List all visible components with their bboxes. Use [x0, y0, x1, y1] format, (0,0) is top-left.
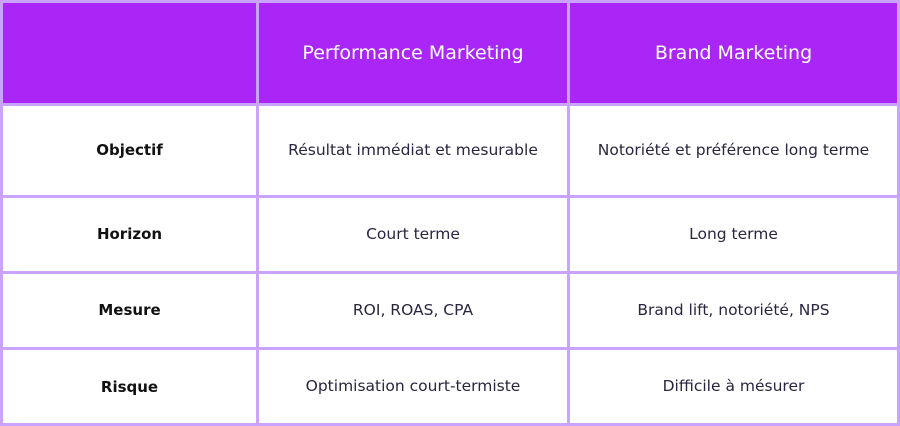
cell-brand: Notoriété et préférence long terme: [567, 103, 900, 198]
table-row: Objectif Résultat immédiat et mesurable …: [0, 103, 900, 198]
row-label: Horizon: [0, 194, 259, 274]
cell-performance: Optimisation court-termiste: [256, 347, 570, 426]
cell-brand: Brand lift, notoriété, NPS: [567, 270, 900, 351]
row-label: Mesure: [0, 270, 259, 351]
table-row: Risque Optimisation court-termiste Diffi…: [0, 347, 900, 426]
table-row: Mesure ROI, ROAS, CPA Brand lift, notori…: [0, 270, 900, 351]
header-row: Performance Marketing Brand Marketing: [0, 0, 900, 106]
header-empty: [0, 0, 259, 106]
table-row: Horizon Court terme Long terme: [0, 194, 900, 274]
header-brand: Brand Marketing: [567, 0, 900, 106]
cell-performance: Résultat immédiat et mesurable: [256, 103, 570, 198]
cell-performance: ROI, ROAS, CPA: [256, 270, 570, 351]
cell-performance: Court terme: [256, 194, 570, 274]
cell-brand: Difficile à mésurer: [567, 347, 900, 426]
cell-brand: Long terme: [567, 194, 900, 274]
row-label: Objectif: [0, 103, 259, 198]
header-performance: Performance Marketing: [256, 0, 570, 106]
row-label: Risque: [0, 347, 259, 426]
